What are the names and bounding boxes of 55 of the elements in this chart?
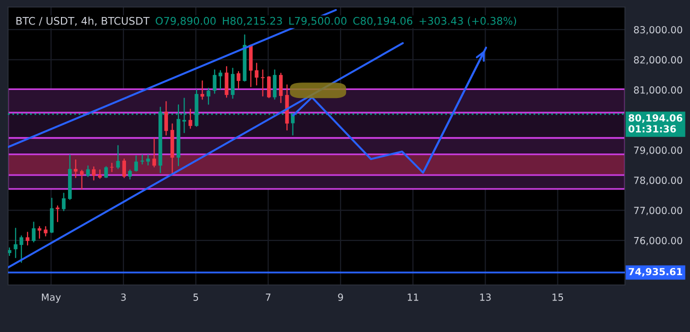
candlestick — [74, 159, 78, 178]
annotation: H80,215.23 — [222, 16, 282, 26]
candlestick — [140, 154, 144, 165]
ref-line-label: 80,194.06 01:31:36 — [628, 114, 682, 133]
candlestick — [44, 226, 48, 236]
candlestick — [14, 228, 18, 258]
candlestick — [26, 232, 30, 246]
candlestick — [218, 70, 222, 90]
x-tick-label: May — [42, 294, 61, 303]
x-tick-label: 3 — [121, 294, 126, 301]
candlestick — [206, 88, 210, 105]
x-tick-label: 9 — [338, 294, 343, 301]
candlestick — [279, 72, 283, 104]
annotation: C80,194.06 — [353, 16, 412, 26]
candlestick — [152, 138, 156, 168]
candlestick — [32, 222, 36, 242]
y-tick-label: 78,000.00 — [634, 176, 682, 186]
candlestick — [134, 155, 138, 172]
candlestick — [20, 235, 24, 263]
candlestick — [128, 169, 132, 180]
x-tick-label: 5 — [193, 294, 198, 301]
x-tick-label: 13 — [480, 294, 491, 301]
candlestick — [260, 69, 265, 96]
candlestick — [62, 192, 66, 212]
annotation: O79,890.00 — [156, 16, 216, 26]
y-tick-label: 82,000.00 — [634, 56, 682, 65]
candlestick — [86, 165, 90, 178]
x-tick-label: 15 — [552, 294, 564, 301]
candlestick — [188, 108, 192, 129]
text: BTC / USDT, 4h, BTCUSDT — [16, 16, 150, 26]
y-tick-label: 81,000.00 — [634, 86, 682, 95]
annotation: +303.43 (+0.38%) — [420, 16, 516, 26]
y-tick-label: 79,000.00 — [634, 146, 682, 155]
candlestick — [164, 101, 168, 136]
candlestick — [267, 76, 271, 98]
candlestick — [236, 71, 240, 89]
candlestick — [230, 68, 235, 99]
candlestick — [146, 154, 150, 166]
candlestick — [38, 226, 42, 239]
candlestick — [104, 166, 108, 178]
y-tick-label: 77,000.00 — [634, 206, 682, 216]
x-tick-label: 11 — [408, 294, 418, 301]
candlestick — [272, 69, 277, 100]
ref-line-label: 74,935.61 — [628, 268, 682, 277]
candlestick — [56, 205, 60, 222]
candlestick — [224, 66, 228, 98]
candlestick — [212, 69, 216, 94]
y-tick-label: 83,000.00 — [634, 26, 682, 34]
y-tick-label: 76,000.00 — [634, 236, 682, 246]
annotation: L79,500.00 — [289, 16, 346, 26]
x-tick-label: 7 — [266, 294, 270, 301]
candlestick — [122, 158, 126, 178]
candlestick — [80, 170, 84, 190]
candlestick — [116, 145, 120, 170]
candlestick — [254, 62, 258, 86]
